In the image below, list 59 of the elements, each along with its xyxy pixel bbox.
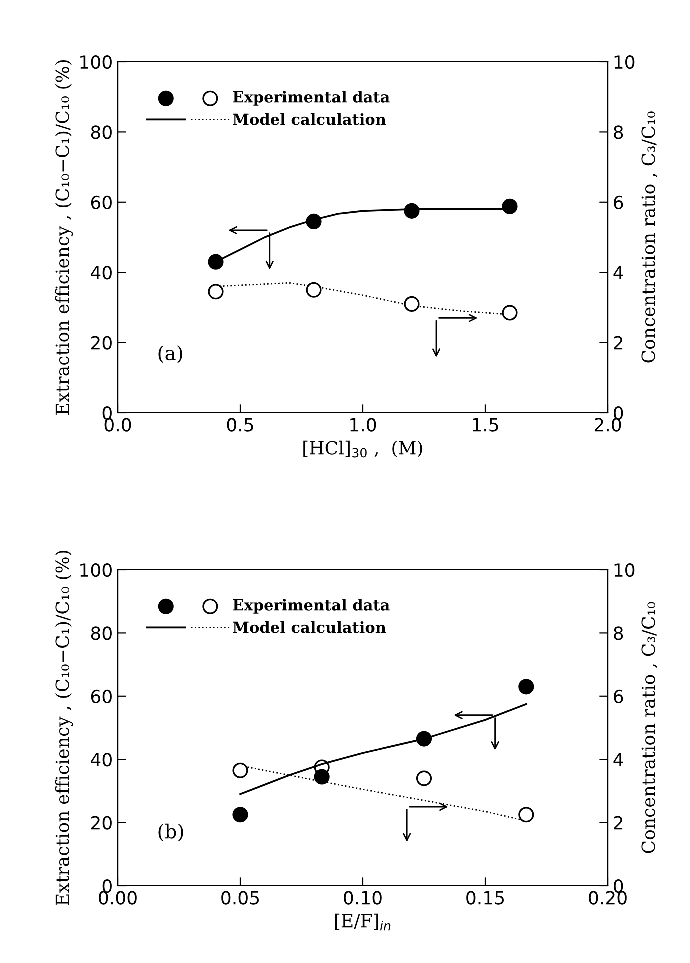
x-tick-label: 0.0: [104, 418, 132, 432]
y-tick-label: 80: [91, 126, 112, 140]
y-tick-label: 20: [91, 816, 112, 830]
point: [416, 770, 432, 786]
x-tick-label: 0.10: [344, 891, 382, 905]
y2-tick-label: 10: [614, 55, 635, 70]
y-tick-label: 20: [91, 336, 112, 350]
point: [416, 731, 432, 747]
annotation: (a): [158, 346, 182, 364]
y2-tick-label: 4: [614, 266, 624, 280]
y2-tick-label: 10: [614, 563, 635, 578]
point: [518, 807, 534, 823]
y2-tick-label: 0: [614, 879, 624, 894]
y2-tick-label: 4: [614, 753, 624, 766]
y2-tick-label: 8: [614, 626, 624, 640]
x-tick-label: 0.00: [99, 891, 137, 905]
legend-label: Experimental data: [233, 599, 390, 614]
y2-axis-title: Concentration ratio , C₃/C₁₀: [642, 112, 658, 363]
y-tick-label: 40: [91, 266, 112, 280]
x-tick-label: 0.20: [589, 891, 627, 905]
point: [232, 762, 248, 778]
point: [502, 305, 518, 321]
x-tick-label: 2.0: [594, 418, 622, 432]
point: [404, 203, 420, 219]
x-axis-title: [E/F]$_{in}$: [335, 914, 391, 931]
y-tick-label: 80: [91, 626, 112, 640]
y-tick-label: 0: [102, 879, 112, 894]
x-tick-label: 0.5: [227, 418, 254, 432]
y-axis-title: Extraction efficiency , (C₁₀−C₁)/C₁₀ (%): [55, 550, 74, 906]
y2-tick-label: 8: [614, 126, 624, 140]
point: [208, 284, 224, 300]
y-axis-title: Extraction efficiency , (C₁₀−C₁)/C₁₀ (%): [55, 60, 74, 415]
y-tick-label: 100: [80, 563, 112, 578]
point: [314, 769, 330, 785]
x-tick-label: 0.05: [222, 891, 260, 905]
x-axis-title: [HCl]$_{30}$ , (M): [304, 440, 422, 458]
y-tick-label: 60: [91, 690, 112, 704]
y-tick-label: 60: [91, 196, 112, 210]
point: [306, 282, 322, 298]
legend-label: Model calculation: [233, 621, 386, 634]
x-tick-label: 1.5: [473, 418, 498, 432]
point: [502, 198, 518, 214]
point: [404, 296, 420, 312]
y2-tick-label: 2: [614, 816, 623, 830]
y2-tick-label: 6: [614, 196, 624, 210]
legend-label: Experimental data: [233, 91, 390, 106]
legend-label: Model calculation: [233, 113, 386, 126]
y2-tick-label: 6: [614, 690, 624, 704]
annotation: (b): [158, 824, 184, 842]
x-tick-label: 1.0: [350, 418, 376, 432]
point: [208, 254, 224, 270]
y2-axis-title: Concentration ratio , C₃/C₁₀: [642, 602, 658, 854]
point: [232, 807, 248, 823]
x-tick-label: 0.15: [466, 891, 504, 905]
point: [306, 214, 322, 230]
y-tick-label: 40: [91, 753, 112, 767]
y2-tick-label: 2: [614, 336, 623, 350]
point: [518, 679, 534, 695]
y-tick-label: 100: [80, 55, 112, 70]
